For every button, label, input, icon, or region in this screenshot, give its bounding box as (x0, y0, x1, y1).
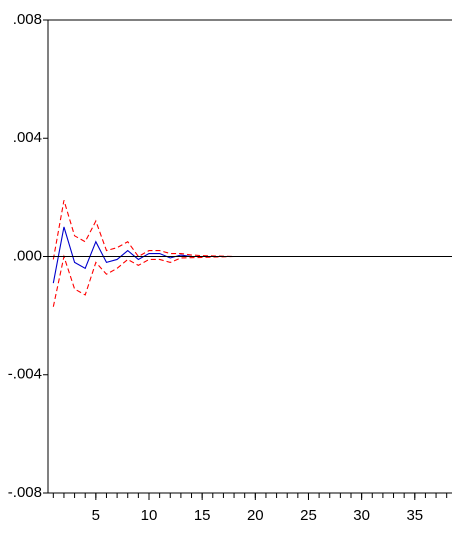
y-tick-label: .004 (13, 129, 42, 146)
y-tick-label: .000 (13, 247, 42, 264)
x-tick-label: 10 (141, 507, 158, 524)
x-tick-label: 15 (194, 507, 211, 524)
y-tick-label: -.008 (8, 484, 42, 501)
x-axis-ticks: 5 10 15 20 25 30 35 (52, 493, 448, 524)
y-axis-ticks: .008 .004 .000 -.004 -.008 (8, 11, 48, 501)
y-tick-label: -.004 (8, 366, 42, 383)
x-tick-label: 5 (92, 507, 100, 524)
y-tick-label: .008 (13, 11, 42, 28)
x-tick-label: 30 (353, 507, 370, 524)
x-tick-label: 35 (406, 507, 423, 524)
x-tick-label: 20 (247, 507, 264, 524)
x-tick-label: 25 (300, 507, 317, 524)
